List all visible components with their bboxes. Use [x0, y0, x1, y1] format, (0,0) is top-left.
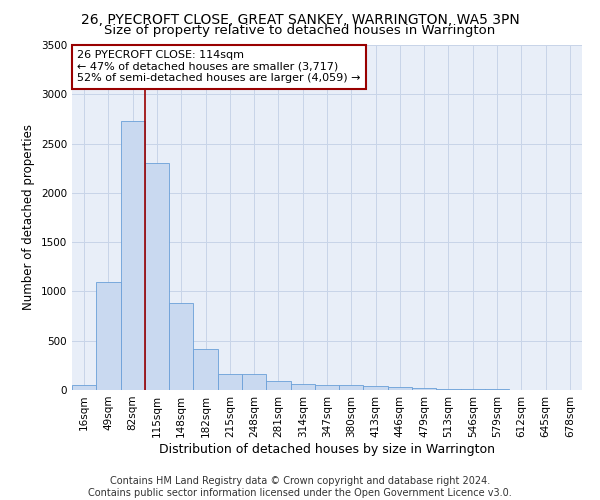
Bar [436, 388, 461, 390]
Bar [193, 348, 218, 390]
Text: 26, PYECROFT CLOSE, GREAT SANKEY, WARRINGTON, WA5 3PN: 26, PYECROFT CLOSE, GREAT SANKEY, WARRIN… [80, 12, 520, 26]
Bar [218, 374, 242, 390]
Bar [315, 384, 339, 390]
Bar [96, 282, 121, 390]
Bar [266, 381, 290, 390]
Bar [72, 384, 96, 390]
Bar [339, 385, 364, 390]
Text: 26 PYECROFT CLOSE: 114sqm
← 47% of detached houses are smaller (3,717)
52% of se: 26 PYECROFT CLOSE: 114sqm ← 47% of detac… [77, 50, 361, 84]
Bar [412, 388, 436, 390]
Text: Size of property relative to detached houses in Warrington: Size of property relative to detached ho… [104, 24, 496, 37]
Bar [485, 389, 509, 390]
Bar [290, 384, 315, 390]
Bar [242, 374, 266, 390]
Y-axis label: Number of detached properties: Number of detached properties [22, 124, 35, 310]
Bar [169, 304, 193, 390]
Bar [364, 386, 388, 390]
Bar [121, 122, 145, 390]
Bar [461, 389, 485, 390]
X-axis label: Distribution of detached houses by size in Warrington: Distribution of detached houses by size … [159, 442, 495, 456]
Text: Contains HM Land Registry data © Crown copyright and database right 2024.
Contai: Contains HM Land Registry data © Crown c… [88, 476, 512, 498]
Bar [388, 387, 412, 390]
Bar [145, 164, 169, 390]
